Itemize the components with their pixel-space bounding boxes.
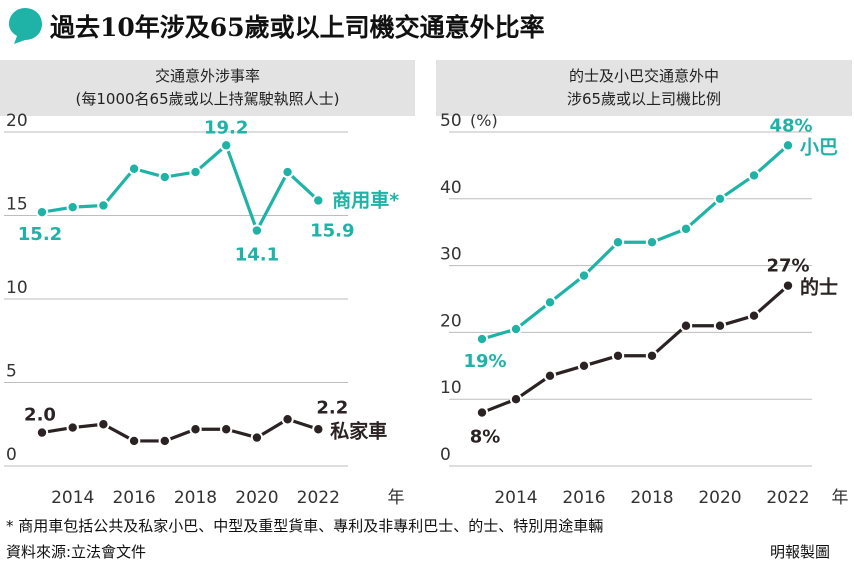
x-tick-label: 2018 (630, 488, 673, 508)
y-tick-label: 20 (440, 311, 462, 331)
series-line (481, 144, 790, 341)
data-point (611, 236, 625, 249)
x-axis-label: 年 (832, 488, 849, 508)
data-point (645, 236, 659, 249)
y-tick-label: 30 (440, 245, 462, 265)
data-point (679, 319, 693, 332)
data-point (747, 309, 761, 322)
data-point (250, 431, 264, 444)
x-tick-label: 2014 (51, 488, 94, 508)
series-line (41, 417, 319, 443)
y-tick-label: 40 (440, 178, 462, 198)
chart-title: 交通意外涉事率 (155, 67, 260, 85)
data-point (543, 296, 557, 309)
data-point (713, 192, 727, 206)
data-point (577, 359, 591, 372)
data-point (781, 279, 795, 292)
chart-title: 的士及小巴交通意外中 (569, 67, 719, 85)
credit: 明報製圖 (770, 543, 831, 561)
series-name-label: 商用車* (332, 188, 399, 211)
data-point (645, 349, 659, 362)
data-point (66, 200, 79, 214)
data-point (577, 269, 591, 282)
y-tick-label: 50 (440, 111, 462, 131)
data-point (189, 423, 202, 436)
data-point (611, 349, 625, 362)
data-label: 19.2 (204, 117, 248, 138)
data-point (679, 222, 693, 236)
data-label: 15.2 (18, 224, 62, 245)
footnote: * 商用車包括公共及私家小巴、中型及重型貨車、專利及非專利巴士、的士、特別用途車… (6, 517, 604, 535)
data-point (158, 170, 172, 184)
chart-header-band (0, 60, 415, 116)
header: 過去10年涉及65歲或以上司機交通意外比率 (0, 0, 854, 50)
y-tick-label: 10 (440, 378, 462, 398)
data-point (543, 369, 557, 383)
data-point (509, 322, 523, 336)
data-point (509, 393, 523, 406)
data-point (35, 205, 49, 219)
data-point (281, 413, 294, 426)
data-point (66, 421, 79, 434)
data-point (475, 332, 489, 346)
x-tick-label: 2014 (494, 488, 537, 508)
data-point (281, 165, 294, 179)
data-label: 48% (769, 115, 812, 136)
series-name-label: 小巴 (800, 136, 838, 158)
data-point (312, 194, 325, 207)
chart-subtitle: (每1000名65歲或以上持駕駛執照人士) (76, 90, 340, 108)
speech-bubble-icon (9, 8, 42, 44)
data-label: 2.2 (316, 397, 348, 418)
data-point (747, 169, 761, 182)
chart-subtitle: 涉65歲或以上司機比例 (567, 90, 721, 108)
data-point (97, 418, 110, 431)
x-tick-label: 2022 (766, 488, 809, 508)
page-title: 過去10年涉及65歲或以上司機交通意外比率 (50, 13, 545, 42)
data-point (475, 406, 489, 419)
series-line (41, 143, 320, 233)
series-name-label: 的士 (800, 276, 838, 299)
chart-header-band (436, 60, 852, 116)
data-point (127, 434, 141, 448)
data-point (312, 423, 325, 436)
data-point (189, 165, 202, 179)
x-tick-label: 2016 (562, 488, 605, 508)
data-label: 15.9 (310, 220, 354, 241)
data-label: 8% (470, 427, 501, 448)
series-line (481, 284, 790, 415)
series-name-label: 私家車 (330, 419, 387, 442)
x-tick-label: 2022 (297, 488, 340, 508)
data-point (220, 423, 233, 436)
data-label: 19% (463, 351, 506, 372)
data-label: 27% (766, 256, 809, 277)
data-point (250, 224, 264, 237)
x-axis-label: 年 (388, 488, 405, 508)
source-note: 資料來源:立法會文件 (6, 543, 147, 561)
data-label: 2.0 (24, 405, 56, 426)
y-tick-label: 15 (6, 195, 28, 215)
y-tick-label: 5 (6, 362, 17, 382)
x-tick-label: 2016 (112, 488, 155, 508)
data-point (35, 426, 49, 439)
y-unit-label: (%) (470, 111, 498, 130)
data-label: 14.1 (235, 245, 279, 266)
x-tick-label: 2018 (174, 488, 217, 508)
left-chart: 交通意外涉事率(每1000名65歲或以上持駕駛執照人士)051015202014… (0, 60, 415, 508)
x-tick-label: 2020 (698, 488, 741, 508)
data-point (97, 199, 110, 212)
y-tick-label: 10 (6, 278, 28, 298)
data-point (220, 139, 233, 152)
y-tick-label: 0 (6, 445, 17, 465)
data-point (158, 434, 172, 448)
y-tick-label: 0 (440, 445, 451, 465)
data-point (781, 139, 795, 152)
y-tick-label: 20 (6, 111, 28, 131)
data-point (713, 319, 727, 332)
x-tick-label: 2020 (235, 488, 278, 508)
data-point (127, 162, 141, 175)
